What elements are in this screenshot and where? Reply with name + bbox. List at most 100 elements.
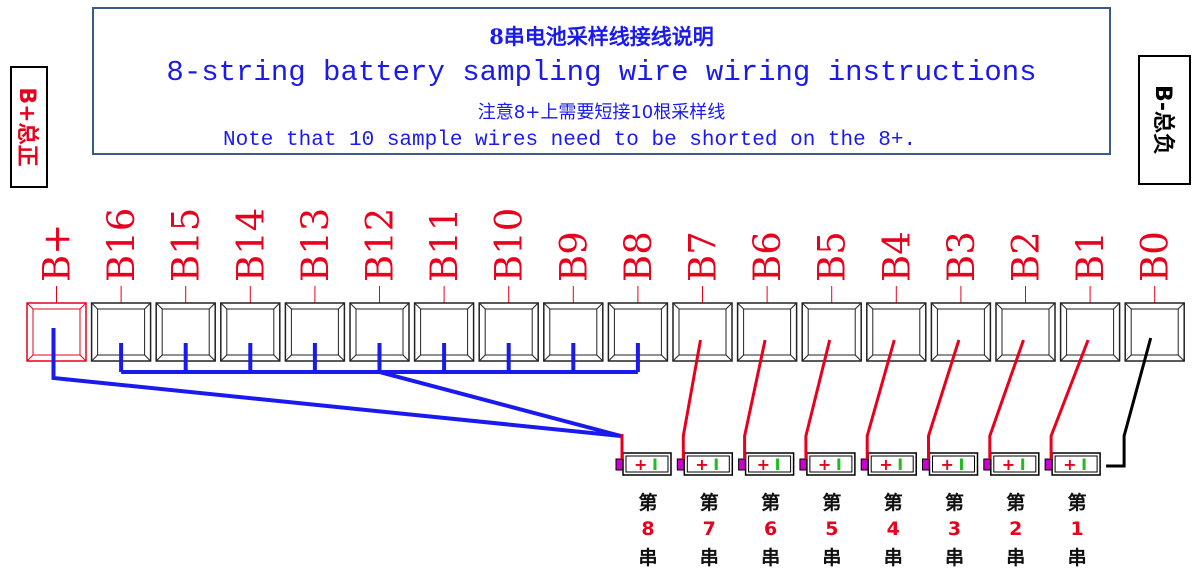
socket-corner xyxy=(478,302,486,310)
battery-inner xyxy=(625,455,669,473)
battery-terminal xyxy=(615,458,624,471)
socket-corner xyxy=(995,354,1003,362)
socket-inner xyxy=(743,308,792,356)
connector-socket xyxy=(930,302,992,362)
battery-cell: + I xyxy=(676,452,734,476)
socket-corner xyxy=(208,302,216,310)
battery-terminal xyxy=(676,458,685,471)
cell-label-suffix: 串 xyxy=(700,547,719,569)
socket-inner xyxy=(807,308,856,356)
socket-corner xyxy=(273,302,281,310)
socket-inner xyxy=(936,308,985,356)
cell-label-prefix: 第 xyxy=(884,491,903,514)
socket-corner xyxy=(144,354,151,362)
battery-terminal xyxy=(922,458,930,471)
pin-label: B3 xyxy=(940,231,983,282)
connector-socket xyxy=(801,302,862,362)
socket-inner xyxy=(32,308,81,356)
battery-inner xyxy=(686,455,730,473)
pin-label: B8 xyxy=(617,231,660,282)
socket-corner xyxy=(1113,354,1120,362)
battery-minus-sign: I xyxy=(713,455,719,474)
socket-corner xyxy=(866,354,874,362)
socket-corner xyxy=(801,302,809,310)
cell-label-prefix: 第 xyxy=(945,491,964,514)
cell-label-number: 4 xyxy=(887,518,900,540)
socket-corner xyxy=(414,302,421,310)
socket-corner xyxy=(854,354,862,362)
socket-inner xyxy=(1130,308,1179,356)
pin-label: B4 xyxy=(875,231,918,282)
socket-corner xyxy=(1177,354,1185,362)
socket-corner xyxy=(208,354,216,362)
cell-label-suffix: 串 xyxy=(761,547,780,569)
sample-wire xyxy=(681,339,702,459)
connector-socket xyxy=(1124,302,1185,362)
cell-label-suffix: 串 xyxy=(1068,547,1087,569)
battery-terminal xyxy=(738,458,747,471)
sample-wire xyxy=(865,339,896,459)
battery-cell: + I xyxy=(983,452,1040,476)
socket-corner xyxy=(596,302,604,310)
battery-plus-sign: + xyxy=(1063,455,1076,474)
connector-socket xyxy=(349,302,410,362)
note-chinese: 注意8+上需要短接10根采样线 xyxy=(477,102,726,123)
cell-label-suffix: 串 xyxy=(884,547,903,569)
cell-label-prefix: 第 xyxy=(700,491,719,514)
socket-corner xyxy=(984,354,991,362)
bplus-wire xyxy=(51,328,622,438)
battery-inner xyxy=(993,455,1037,473)
battery-inner xyxy=(870,455,914,473)
battery-plus-sign: + xyxy=(818,455,831,474)
battery-terminal xyxy=(860,458,869,471)
battery-inner xyxy=(809,455,853,473)
battery-terminal xyxy=(799,458,808,471)
socket-corner xyxy=(608,302,615,310)
socket-corner xyxy=(596,354,604,362)
cell-label-suffix: 串 xyxy=(638,547,657,569)
cell-label-prefix: 第 xyxy=(822,491,841,514)
socket-inner xyxy=(161,308,210,356)
socket-corner xyxy=(79,354,87,362)
socket-corner xyxy=(155,354,163,362)
socket-corner xyxy=(1060,302,1067,310)
cell-label-prefix: 第 xyxy=(761,491,780,514)
socket-corner xyxy=(220,302,228,310)
socket-corner xyxy=(26,302,34,310)
battery-minus-sign: I xyxy=(775,455,781,474)
pin-label: B15 xyxy=(165,208,208,282)
negative-wire xyxy=(1106,337,1153,468)
socket-corner xyxy=(919,354,927,362)
cell-label-number: 3 xyxy=(948,518,961,540)
socket-corner xyxy=(467,302,474,310)
total-negative-label: B-总负 xyxy=(1138,55,1191,185)
socket-corner xyxy=(672,302,680,310)
battery-cell: + I xyxy=(860,452,917,476)
pin-label: B6 xyxy=(746,231,789,282)
connector-socket xyxy=(220,302,281,362)
socket-corner xyxy=(995,302,1003,310)
socket-corner xyxy=(531,302,539,310)
socket-corner xyxy=(931,354,938,362)
connector-socket xyxy=(866,302,927,362)
socket-corner xyxy=(478,354,486,362)
battery-inner xyxy=(1054,455,1098,473)
battery-plus-sign: + xyxy=(634,455,647,474)
socket-corner xyxy=(801,354,809,362)
socket-corner xyxy=(349,354,357,362)
total-positive-label: B+总正 xyxy=(10,66,48,188)
battery-plus-sign: + xyxy=(1002,455,1015,474)
socket-corner xyxy=(919,302,927,310)
battery-terminal xyxy=(983,458,992,471)
cell-label-number: 1 xyxy=(1070,518,1083,540)
connector-socket xyxy=(607,302,669,362)
battery-terminal xyxy=(1044,458,1053,471)
socket-corner xyxy=(661,354,668,362)
socket-corner xyxy=(737,354,744,362)
socket-corner xyxy=(467,354,474,362)
battery-minus-sign: I xyxy=(897,455,903,474)
battery-minus-sign: I xyxy=(1081,455,1087,474)
socket-corner xyxy=(1048,354,1056,362)
battery-cell: + I xyxy=(738,452,795,476)
